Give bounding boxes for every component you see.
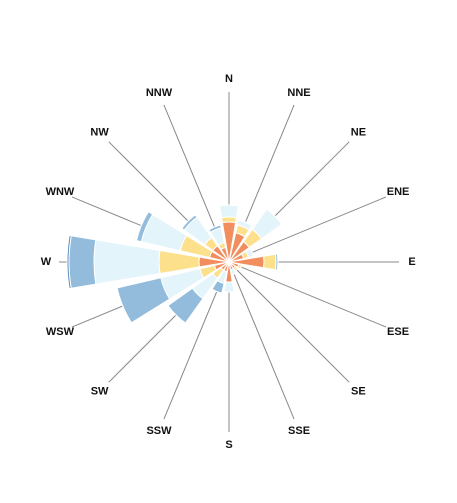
direction-label: NNE	[287, 87, 310, 99]
wedge-segment	[239, 264, 243, 270]
axis-line	[228, 261, 295, 420]
wedge-segment	[249, 248, 254, 257]
direction-label: SW	[91, 385, 109, 397]
direction-label: SSE	[288, 425, 310, 437]
direction-label: ESE	[387, 326, 409, 338]
wedge-segment	[181, 214, 196, 229]
direction-label: WNW	[46, 186, 75, 198]
wedge-segment	[116, 277, 171, 324]
direction-label: SSW	[146, 425, 172, 437]
direction-label: W	[41, 256, 52, 268]
wedge-segment	[68, 235, 97, 289]
wedge-segment	[219, 204, 239, 219]
wedge-segment	[223, 281, 235, 293]
wedge-segment	[276, 253, 279, 271]
direction-label: SE	[351, 385, 366, 397]
wedge-segment	[66, 234, 72, 290]
direction-label: WSW	[46, 326, 75, 338]
direction-label: NE	[351, 127, 366, 139]
direction-label: NW	[90, 127, 109, 139]
axis-line	[228, 261, 387, 328]
wedge-segment	[93, 239, 161, 285]
axis-line	[228, 196, 387, 263]
wedge-segment	[262, 253, 277, 271]
direction-label: N	[225, 73, 233, 85]
wedge-segment	[221, 216, 237, 224]
wedge-segment	[235, 268, 239, 272]
direction-label: E	[408, 256, 415, 268]
direction-label: ENE	[387, 186, 410, 198]
direction-label: NNW	[146, 87, 173, 99]
direction-label: S	[225, 439, 232, 451]
axis-line	[228, 261, 350, 383]
